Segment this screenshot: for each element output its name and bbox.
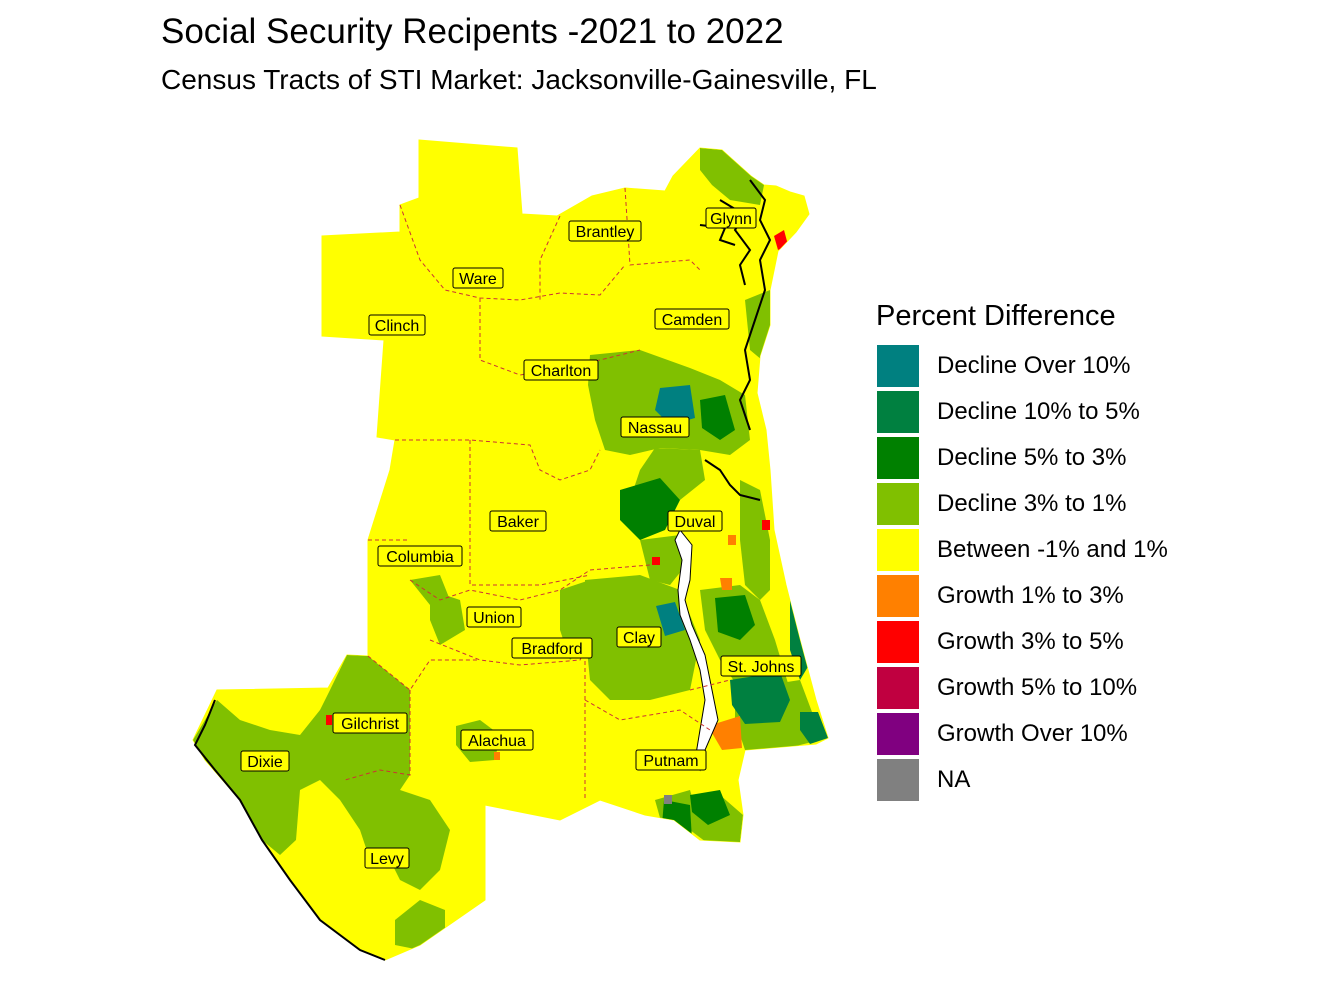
legend-title: Percent Difference — [876, 300, 1116, 332]
county-label-ware: Ware — [452, 267, 504, 289]
legend-label: Between -1% and 1% — [937, 536, 1168, 563]
county-boundaries — [344, 187, 731, 800]
county-label-clay: Clay — [616, 626, 662, 648]
county-label-text: Ware — [459, 271, 497, 288]
legend-item: Decline 5% to 3% — [876, 436, 1126, 482]
county-label-putnam: Putnam — [635, 749, 707, 771]
county-label-text: Columbia — [386, 549, 454, 566]
county-label-text: Clay — [623, 630, 655, 647]
legend: Percent Difference Decline Over 10% Decl… — [876, 296, 1168, 804]
county-label-glynn: Glynn — [705, 207, 757, 229]
county-label-text: Alachua — [468, 733, 526, 750]
county-label-text: Union — [473, 610, 515, 627]
tract-fill-layer — [192, 139, 829, 961]
legend-label: Growth 1% to 3% — [937, 582, 1124, 609]
county-label-text: Nassau — [628, 420, 682, 437]
county-label-text: Glynn — [710, 211, 752, 228]
legend-label: Decline Over 10% — [937, 352, 1131, 379]
county-label-duval: Duval — [667, 510, 723, 532]
county-label-columbia: Columbia — [377, 545, 463, 567]
legend-item: Between -1% and 1% — [876, 528, 1168, 574]
county-label-text: Baker — [497, 514, 539, 531]
legend-item: Decline 3% to 1% — [876, 482, 1126, 528]
legend-label: NA — [937, 766, 971, 793]
legend-swatch — [877, 713, 919, 755]
legend-swatch — [877, 391, 919, 433]
map-subtitle: Census Tracts of STI Market: Jacksonvill… — [161, 64, 877, 95]
county-label-union: Union — [466, 606, 522, 628]
county-label-text: Dixie — [247, 754, 283, 771]
legend-item: Growth 1% to 3% — [876, 574, 1124, 620]
tracts-na — [664, 795, 672, 804]
legend-swatch — [877, 759, 919, 801]
county-label-text: Levy — [370, 851, 404, 868]
legend-swatch — [877, 667, 919, 709]
legend-item: Growth Over 10% — [876, 712, 1128, 758]
legend-item: NA — [876, 758, 1116, 804]
county-label-baker: Baker — [489, 510, 547, 532]
legend-swatch — [877, 621, 919, 663]
county-label-text: Gilchrist — [341, 716, 399, 733]
legend-label: Growth Over 10% — [937, 720, 1128, 747]
legend-item: Growth 5% to 10% — [876, 666, 1137, 712]
map-title: Social Security Recipents -2021 to 2022 — [161, 12, 784, 51]
county-label-camden: Camden — [654, 308, 730, 330]
tracts-decline-over-10 — [655, 385, 695, 636]
legend-swatch — [877, 483, 919, 525]
county-label-text: Duval — [675, 514, 716, 531]
county-label-text: Clinch — [375, 318, 419, 335]
county-label-clinch: Clinch — [368, 314, 426, 336]
county-label-text: Bradford — [521, 641, 582, 658]
legend-items: Decline Over 10% Decline 10% to 5% Decli… — [876, 344, 1168, 804]
county-label-text: Brantley — [576, 224, 635, 241]
county-label-gilchrist: Gilchrist — [332, 712, 408, 734]
county-label-alachua: Alachua — [460, 729, 534, 751]
county-label-bradford: Bradford — [511, 637, 593, 659]
county-labels: Glynn Brantley Ware Camden Clinch Charlt… — [240, 207, 802, 869]
county-label-text: Charlton — [531, 363, 591, 380]
county-label-nassau: Nassau — [620, 416, 690, 438]
legend-label: Growth 5% to 10% — [937, 674, 1138, 701]
county-label-st-johns: St. Johns — [720, 655, 802, 677]
legend-label: Growth 3% to 5% — [937, 628, 1124, 655]
county-label-charlton: Charlton — [523, 359, 599, 381]
legend-swatch — [877, 575, 919, 617]
county-label-text: Putnam — [643, 753, 698, 770]
legend-item: Decline 10% to 5% — [876, 390, 1140, 436]
county-label-levy: Levy — [364, 847, 410, 869]
legend-label: Decline 3% to 1% — [937, 490, 1127, 517]
legend-item: Growth 3% to 5% — [876, 620, 1124, 666]
legend-swatch — [877, 529, 919, 571]
county-label-dixie: Dixie — [240, 750, 290, 772]
legend-swatch — [877, 345, 919, 387]
legend-label: Decline 10% to 5% — [937, 398, 1140, 425]
legend-swatch — [877, 437, 919, 479]
legend-label: Decline 5% to 3% — [937, 444, 1127, 471]
county-label-text: Camden — [662, 312, 722, 329]
county-label-brantley: Brantley — [568, 220, 642, 242]
county-label-text: St. Johns — [728, 659, 795, 676]
legend-item: Decline Over 10% — [876, 344, 1130, 390]
